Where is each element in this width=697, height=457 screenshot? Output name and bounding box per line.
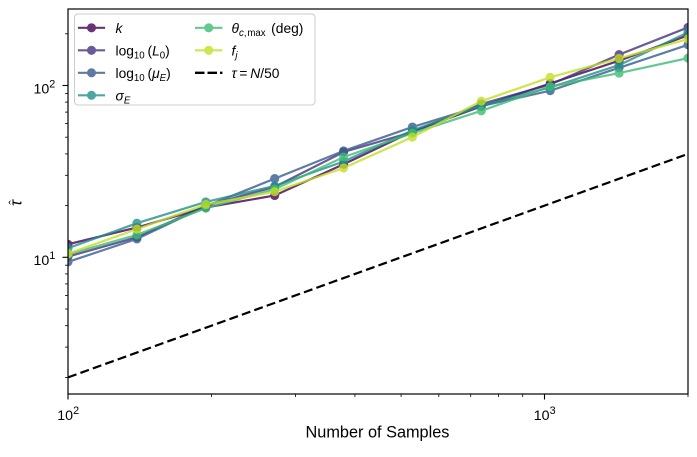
svg-text:σE: σE [116,89,131,107]
svg-text:k: k [116,21,124,36]
svg-text:ˆ: ˆ [6,200,21,205]
svg-text:Number of Samples: Number of Samples [306,424,450,442]
svg-text:τ: τ [8,198,26,206]
svg-text:θc, max (deg): θc, max (deg) [232,21,304,39]
svg-text:log10 (L0): log10 (L0) [116,44,170,62]
svg-text:τ = N/50: τ = N/50 [232,66,280,81]
svg-text:log10 (μE): log10 (μE) [116,66,171,84]
svg-text:fj: fj [232,44,239,62]
